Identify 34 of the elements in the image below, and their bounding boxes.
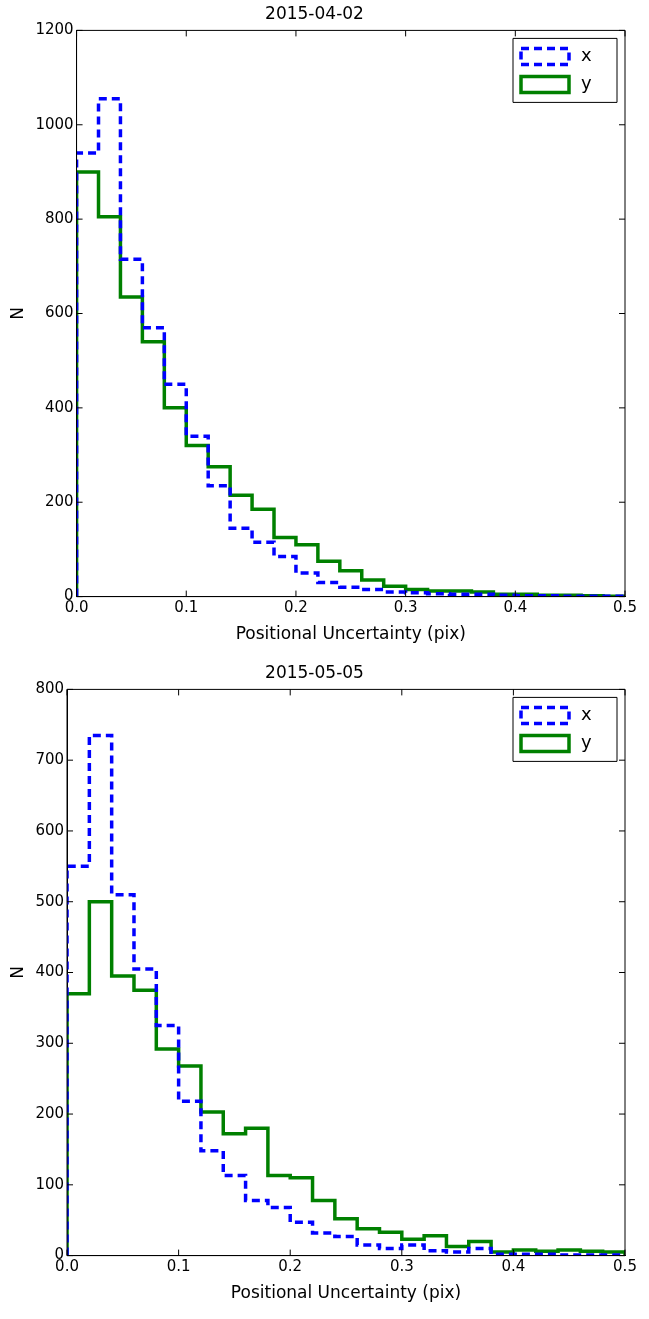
legend-label: y: [581, 72, 592, 94]
legend-label: x: [581, 703, 592, 725]
y-tick-label: 1200: [35, 20, 74, 39]
x-axis-title: Positional Uncertainty (pix): [230, 1282, 462, 1303]
x-tick-label: 0.4: [503, 598, 528, 617]
x-tick-label: 0.4: [501, 1257, 526, 1276]
y-tick-label: 400: [35, 962, 65, 981]
x-tick-label: 0.3: [389, 1257, 414, 1276]
x-tick-label: 0.2: [278, 1257, 303, 1276]
x-tick-label: 0.5: [613, 598, 637, 617]
chart-title: 2015-04-02: [265, 2, 364, 23]
x-tick-label: 0.2: [284, 598, 308, 617]
y-tick-label: 600: [44, 303, 74, 322]
legend-label: x: [581, 44, 592, 66]
chart-title: 2015-05-05: [265, 661, 364, 682]
y-tick-label: 500: [35, 891, 65, 910]
y-tick-label: 100: [35, 1174, 65, 1193]
y-axis-title: N: [6, 966, 27, 979]
x-axis-title: Positional Uncertainty (pix): [235, 623, 466, 644]
y-tick-label: 200: [44, 492, 74, 511]
y-tick-label: 400: [44, 397, 74, 416]
y-tick-label: 200: [35, 1103, 65, 1122]
x-tick-label: 0.3: [393, 598, 418, 617]
y-tick-label: 800: [35, 679, 65, 698]
y-tick-label: 800: [44, 209, 74, 228]
y-tick-label: 700: [35, 750, 65, 769]
legend-label: y: [581, 731, 592, 753]
x-tick-label: 0.1: [166, 1257, 191, 1276]
y-tick-label: 1000: [35, 114, 74, 133]
y-axis-title: N: [6, 307, 27, 320]
y-tick-label: 600: [35, 820, 65, 839]
x-tick-label: 0.1: [174, 598, 199, 617]
y-tick-label: 300: [35, 1033, 65, 1052]
x-tick-label: 0.5: [613, 1257, 637, 1276]
